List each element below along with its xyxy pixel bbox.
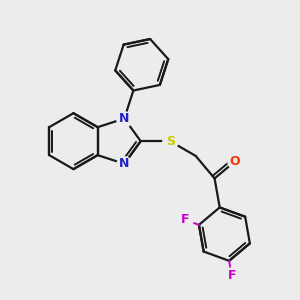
- Text: F: F: [227, 269, 236, 282]
- Text: O: O: [230, 155, 240, 168]
- Text: S: S: [166, 135, 175, 148]
- Text: F: F: [181, 213, 189, 226]
- Text: N: N: [119, 157, 130, 170]
- Text: N: N: [119, 112, 130, 125]
